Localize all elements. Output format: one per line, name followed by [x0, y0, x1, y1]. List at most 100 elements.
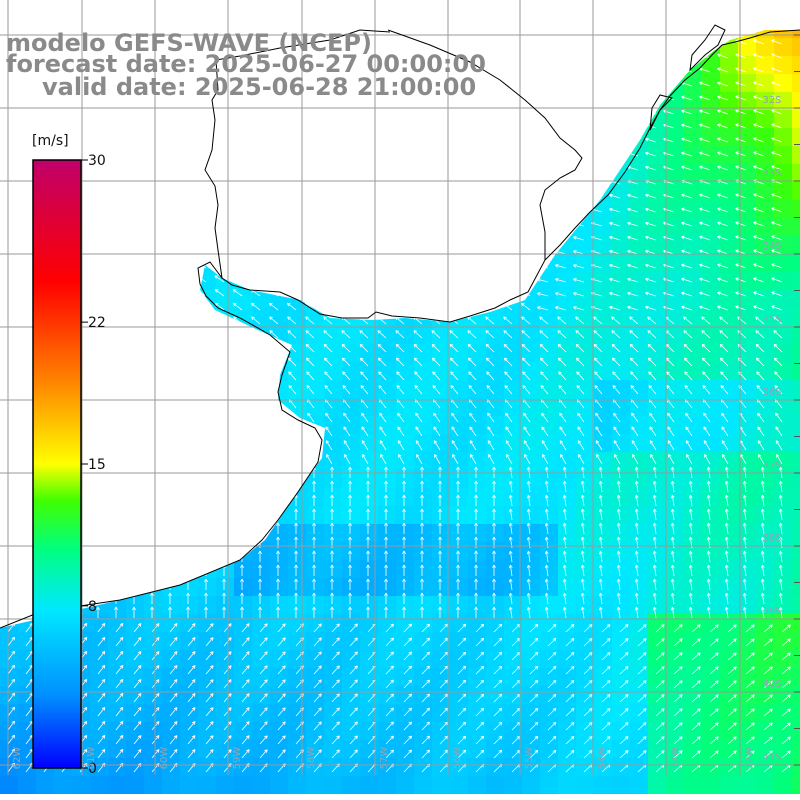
field-cell — [126, 398, 144, 416]
wind-arrow — [284, 110, 297, 115]
wind-arrow — [110, 454, 117, 465]
wind-arrow — [322, 275, 333, 283]
wind-arrow — [214, 248, 225, 255]
field-cell — [144, 218, 162, 236]
field-cell — [648, 308, 666, 326]
wind-arrow — [627, 95, 639, 101]
field-cell — [612, 434, 630, 452]
wind-arrow — [537, 40, 549, 45]
wind-arrow — [69, 151, 81, 157]
field-cell — [378, 452, 396, 470]
field-cell — [594, 686, 612, 704]
field-cell — [0, 578, 18, 596]
field-cell — [630, 776, 648, 794]
field-cell — [0, 236, 18, 254]
wind-arrow — [699, 235, 711, 241]
field-cell — [144, 452, 162, 470]
wind-arrow — [96, 522, 100, 534]
field-cell — [792, 218, 800, 236]
wind-arrow — [502, 275, 513, 283]
field-cell — [702, 506, 720, 524]
wind-arrow — [374, 42, 387, 46]
field-cell — [288, 614, 306, 632]
field-cell — [180, 236, 198, 254]
field-cell — [486, 200, 504, 218]
field-cell — [108, 632, 126, 650]
field-cell — [738, 74, 756, 92]
field-cell — [216, 200, 234, 218]
field-cell — [234, 380, 252, 398]
field-cell — [756, 146, 774, 164]
field-cell — [360, 398, 378, 416]
field-cell — [342, 560, 360, 578]
field-cell — [126, 722, 144, 740]
field-cell — [684, 146, 702, 164]
wind-arrow — [465, 165, 477, 171]
field-cell — [360, 452, 378, 470]
field-cell — [324, 740, 342, 758]
field-cell — [324, 452, 342, 470]
field-cell — [432, 704, 450, 722]
field-cell — [126, 362, 144, 380]
field-cell — [468, 416, 486, 434]
wind-arrow — [447, 165, 459, 171]
wind-arrow — [268, 261, 279, 269]
wind-arrow — [249, 234, 261, 241]
field-cell — [738, 56, 756, 74]
wind-arrow — [430, 261, 441, 269]
field-cell — [180, 758, 198, 776]
field-cell — [612, 56, 630, 74]
wind-arrow — [267, 193, 279, 199]
wind-arrow — [518, 110, 531, 115]
field-cell — [720, 560, 738, 578]
field-cell — [792, 776, 800, 794]
wind-arrow — [0, 179, 9, 185]
field-cell — [252, 380, 270, 398]
field-cell — [738, 254, 756, 272]
field-cell — [378, 524, 396, 542]
field-cell — [432, 542, 450, 560]
field-cell — [738, 434, 756, 452]
field-cell — [792, 30, 800, 38]
wind-arrow — [162, 385, 171, 395]
wind-arrow — [322, 248, 333, 255]
field-cell — [144, 506, 162, 524]
field-cell — [630, 434, 648, 452]
field-cell — [522, 146, 540, 164]
wind-arrow — [446, 42, 459, 46]
field-cell — [504, 506, 522, 524]
field-cell — [774, 704, 792, 722]
field-cell — [126, 290, 144, 308]
field-cell — [720, 362, 738, 380]
field-cell — [0, 434, 18, 452]
field-cell — [522, 470, 540, 488]
wind-arrow — [645, 95, 657, 101]
field-cell — [162, 146, 180, 164]
field-cell — [126, 686, 144, 704]
wind-arrow — [699, 151, 711, 157]
wind-arrow — [519, 220, 531, 227]
field-cell — [792, 362, 800, 380]
wind-arrow — [735, 30, 747, 31]
field-cell — [144, 740, 162, 758]
field-cell — [198, 578, 216, 596]
field-cell — [450, 542, 468, 560]
wind-arrow — [699, 95, 711, 101]
wind-arrow — [168, 550, 172, 562]
field-cell — [774, 506, 792, 524]
wind-arrow — [17, 330, 27, 339]
field-cell — [774, 30, 792, 38]
wind-arrow — [123, 165, 135, 171]
field-cell — [234, 128, 252, 146]
wind-arrow — [500, 124, 513, 129]
field-cell — [198, 380, 216, 398]
wind-arrow — [393, 138, 405, 143]
field-cell — [522, 308, 540, 326]
field-cell — [684, 578, 702, 596]
wind-arrow — [15, 206, 27, 213]
wind-arrow — [753, 123, 765, 129]
wind-arrow — [303, 151, 315, 157]
field-cell — [90, 722, 108, 740]
field-cell — [630, 254, 648, 272]
field-cell — [342, 632, 360, 650]
